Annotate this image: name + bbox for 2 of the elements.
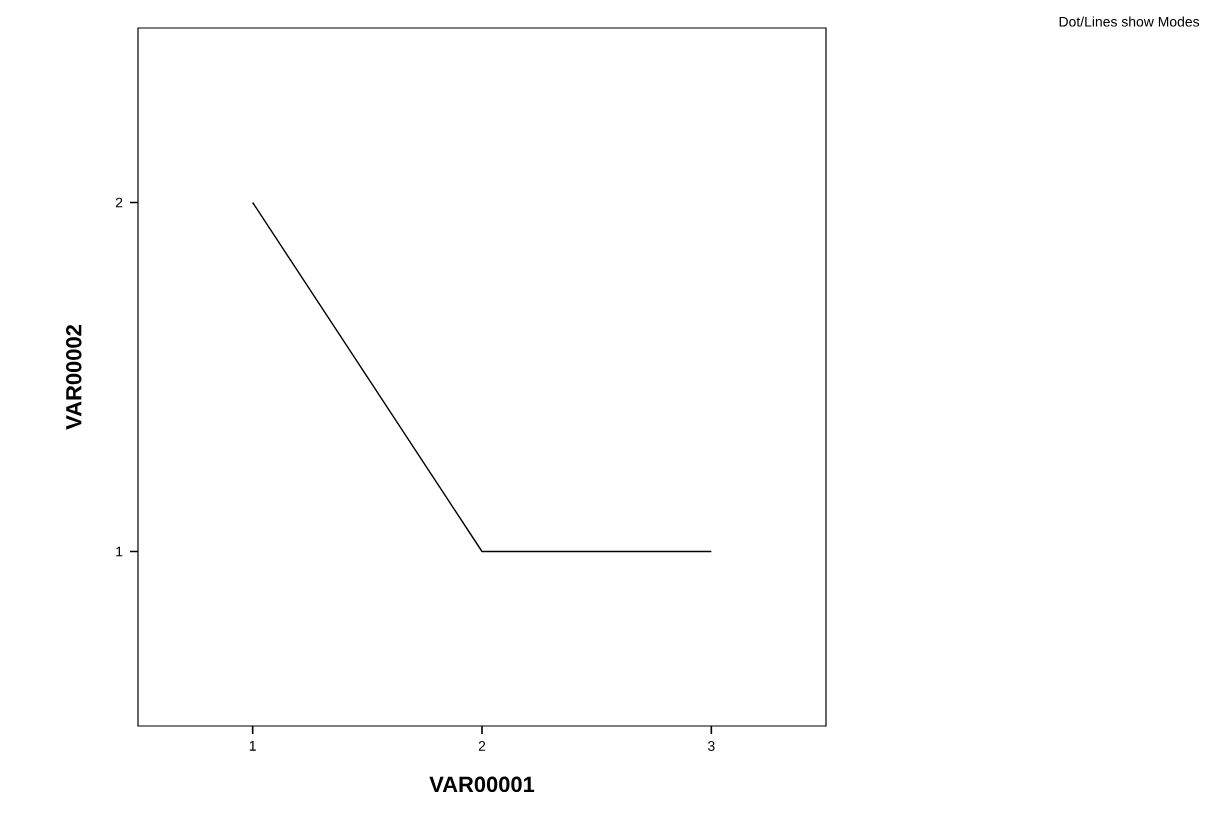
x-axis-title: VAR00001 — [429, 776, 535, 793]
y-axis-title: VAR00002 — [66, 325, 82, 430]
